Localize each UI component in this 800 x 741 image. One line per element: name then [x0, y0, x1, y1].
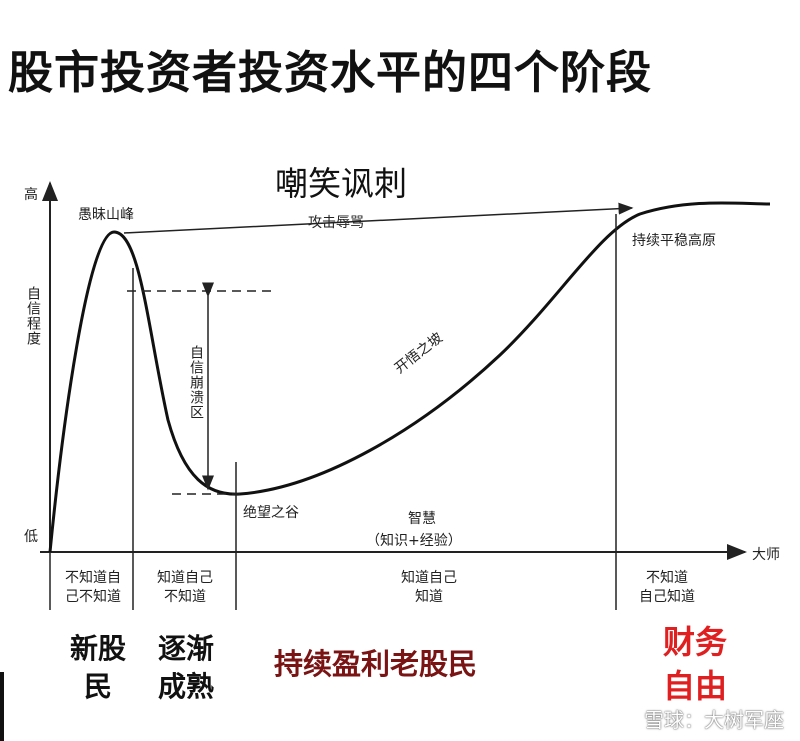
phase-2-label: 知道自己 不知道: [157, 570, 213, 605]
collapse-label: 自信崩溃区: [188, 345, 204, 420]
left-edge-bar: [0, 672, 4, 741]
phase-3-label: 知道自己 知道: [401, 570, 457, 605]
segment-financial-freedom: 财务 自由: [662, 623, 727, 705]
phase-1-label: 不知道自 己不知道: [65, 570, 121, 605]
attack-arrow: [123, 202, 634, 234]
wisdom-label: 智慧: [408, 511, 436, 527]
main-title: 股市投资者投资水平的四个阶段: [8, 46, 653, 99]
y-low-label: 低: [24, 529, 38, 545]
wisdom-sub-label: （知识+经验）: [366, 533, 462, 549]
attack-label: 攻击辱骂: [308, 215, 364, 231]
confidence-curve: [48, 201, 771, 553]
segment-new-investor: 新股 民: [69, 632, 126, 703]
y-axis-title: 自信程度: [25, 286, 41, 346]
segment-maturing: 逐渐 成熟: [157, 632, 214, 703]
phase-4-label: 不知道 自己知道: [639, 570, 695, 605]
segment-profitable-veteran: 持续盈利老股民: [274, 647, 478, 681]
mock-label: 嘲笑讽刺: [275, 164, 407, 203]
plateau-label: 持续平稳高原: [632, 233, 716, 249]
y-high-label: 高: [24, 187, 38, 203]
watermark: 雪球：大树军座: [644, 708, 784, 732]
valley-label: 绝望之谷: [243, 505, 299, 521]
peak-label: 愚昧山峰: [78, 207, 134, 223]
x-end-label: 大师: [752, 547, 780, 563]
